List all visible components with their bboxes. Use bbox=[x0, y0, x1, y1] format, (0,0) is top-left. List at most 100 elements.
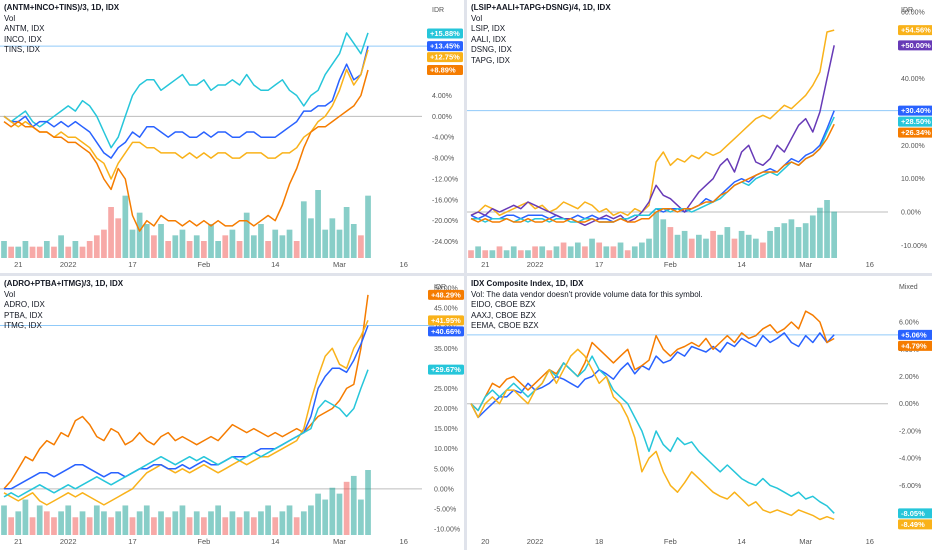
unit-label[interactable]: IDR bbox=[432, 7, 444, 14]
volume-bar bbox=[208, 224, 214, 258]
volume-bar bbox=[136, 511, 143, 535]
series-line[interactable] bbox=[3, 369, 369, 498]
series-line[interactable] bbox=[3, 32, 369, 149]
legend-title[interactable]: (ANTM+INCO+TINS)/3, 1D, IDX bbox=[4, 3, 120, 12]
volume-bar bbox=[358, 235, 364, 258]
volume-bar bbox=[250, 235, 257, 258]
pane-divider-horizontal[interactable] bbox=[0, 273, 932, 276]
price-badge-label: +40.66% bbox=[431, 327, 461, 336]
x-tick-label: 18 bbox=[595, 537, 603, 546]
price-badge bbox=[898, 40, 932, 51]
legend-series-itmg[interactable]: ITMG, IDX bbox=[4, 321, 42, 330]
series-line[interactable] bbox=[470, 45, 835, 227]
volume-bar bbox=[532, 246, 538, 258]
y-tick-label: -4.00% bbox=[899, 456, 921, 463]
volume-bar bbox=[108, 207, 114, 258]
volume-bar bbox=[336, 229, 343, 258]
x-tick-label: 17 bbox=[128, 537, 136, 546]
volume-bar bbox=[802, 223, 809, 258]
legend-series-inco[interactable]: INCO, IDX bbox=[4, 34, 42, 44]
unit-label[interactable]: IDR bbox=[434, 284, 446, 291]
volume-bar bbox=[525, 250, 531, 258]
x-tick-label: 21 bbox=[14, 260, 22, 269]
legend-series-eido[interactable]: EIDO, CBOE BZX bbox=[471, 300, 536, 309]
chart-pane-antm[interactable]: (ANTM+INCO+TINS)/3, 1D, IDX Vol ANTM, ID… bbox=[0, 0, 464, 273]
volume-bar bbox=[322, 229, 329, 258]
price-badge bbox=[898, 127, 932, 138]
legend-volume[interactable]: Vol: The data vendor doesn't provide vol… bbox=[471, 289, 703, 299]
volume-bar bbox=[710, 230, 716, 258]
series-line[interactable] bbox=[3, 69, 369, 232]
chart-legend: IDX Composite Index, 1D, IDX Vol: The da… bbox=[471, 279, 703, 332]
legend-series-adro[interactable]: ADRO, IDX bbox=[4, 300, 45, 309]
legend-volume[interactable]: Vol bbox=[471, 13, 483, 23]
series-line[interactable] bbox=[3, 294, 369, 490]
legend-volume[interactable]: Vol bbox=[4, 13, 16, 23]
legend-series-lsip[interactable]: LSIP, IDX bbox=[471, 24, 506, 33]
chart-svg[interactable]: 60.00% 40.00% 20.00% 10.00% 0.00% -10.00% IDR 2… bbox=[467, 0, 932, 273]
price-badge-label: +54.56% bbox=[901, 26, 931, 35]
volume-bar bbox=[482, 250, 489, 258]
legend-series-eema[interactable]: EEMA, CBOE BZX bbox=[471, 321, 539, 330]
series-line[interactable] bbox=[470, 123, 835, 223]
legend-series-dsng[interactable]: DSNG, IDX bbox=[471, 45, 512, 54]
legend-series-aaxj[interactable]: AAXJ, CBOE BZX bbox=[471, 310, 536, 320]
volume-bar bbox=[258, 224, 264, 258]
series-line[interactable] bbox=[3, 319, 369, 506]
y-tick-label: 2.00% bbox=[899, 374, 919, 381]
price-badge-label: +50.00% bbox=[901, 41, 931, 50]
series-line[interactable] bbox=[470, 29, 835, 217]
volume-bar bbox=[293, 517, 300, 535]
y-tick-label: 0.00% bbox=[899, 401, 919, 408]
legend-title[interactable]: IDX Composite Index, 1D, IDX bbox=[471, 279, 584, 288]
price-badge-label: +8.89% bbox=[430, 65, 456, 74]
chart-pane-adro[interactable]: (ADRO+PTBA+ITMG)/3, 1D, IDX Vol ADRO, ID… bbox=[0, 276, 464, 550]
legend-series-aali[interactable]: AALI, IDX bbox=[471, 34, 507, 44]
chart-svg[interactable]: 50.00%45.00%40.00%35.00%30.00%25.00%20.0… bbox=[0, 276, 464, 550]
unit-label[interactable]: IDR bbox=[901, 7, 913, 14]
volume-bar bbox=[179, 505, 186, 535]
x-tick-label: 17 bbox=[128, 260, 136, 269]
y-tick-label: 10.00% bbox=[434, 446, 458, 453]
legend-series-ptba[interactable]: PTBA, IDX bbox=[4, 310, 43, 320]
y-tick-label: -10.00% bbox=[434, 527, 460, 534]
volume-bar bbox=[201, 241, 207, 258]
legend-series-antm[interactable]: ANTM, IDX bbox=[4, 24, 45, 33]
series-line[interactable] bbox=[3, 46, 369, 159]
volume-bar bbox=[72, 241, 79, 258]
volume-bar bbox=[236, 241, 243, 258]
series-line[interactable] bbox=[470, 310, 835, 412]
volume-bar bbox=[279, 511, 286, 535]
y-tick-label: 0.00% bbox=[901, 210, 921, 217]
series-line[interactable] bbox=[470, 348, 835, 521]
x-tick-label: 16 bbox=[400, 537, 408, 546]
legend-volume[interactable]: Vol bbox=[4, 289, 16, 299]
legend-series-tins[interactable]: TINS, IDX bbox=[4, 45, 41, 54]
x-tick-label: 14 bbox=[737, 537, 745, 546]
chart-pane-idx-composite[interactable]: IDX Composite Index, 1D, IDX Vol: The da… bbox=[467, 276, 932, 550]
legend-title[interactable]: (ADRO+PTBA+ITMG)/3, 1D, IDX bbox=[4, 279, 124, 288]
legend-title[interactable]: (LSIP+AALI+TAPG+DSNG)/4, 1D, IDX bbox=[471, 3, 611, 12]
chart-svg[interactable]: 6.00%4.00%2.00%0.00%-2.00%-4.00%-6.00%-8… bbox=[467, 276, 932, 550]
volume-bar bbox=[717, 234, 724, 258]
chart-svg[interactable]: 4.00% 0.00% -4.00% -8.00% -12.00% -16.00% -20.… bbox=[0, 0, 464, 273]
x-tick-label: Mar bbox=[333, 537, 346, 546]
price-badge bbox=[898, 508, 932, 519]
unit-label[interactable]: Mixed bbox=[899, 284, 918, 291]
series-line[interactable] bbox=[470, 355, 835, 514]
x-tick-label: 14 bbox=[737, 260, 745, 269]
volume-bar bbox=[186, 241, 193, 258]
series-line[interactable] bbox=[4, 325, 369, 490]
chart-pane-lsip[interactable]: (LSIP+AALI+TAPG+DSNG)/4, 1D, IDX Vol LSI… bbox=[467, 0, 932, 273]
volume-bar bbox=[101, 229, 107, 258]
y-tick-label: 60.00% bbox=[901, 10, 925, 17]
volume-bar bbox=[286, 505, 293, 535]
volume-bar bbox=[236, 517, 243, 535]
volume-bar bbox=[129, 517, 136, 535]
price-badge-label: +30.40% bbox=[901, 106, 931, 115]
volume-bar bbox=[688, 238, 695, 258]
y-tick-label: 4.00% bbox=[432, 93, 452, 100]
x-tick-label: Feb bbox=[664, 260, 677, 269]
series-line[interactable] bbox=[3, 49, 369, 180]
legend-series-tapg[interactable]: TAPG, IDX bbox=[471, 55, 510, 65]
